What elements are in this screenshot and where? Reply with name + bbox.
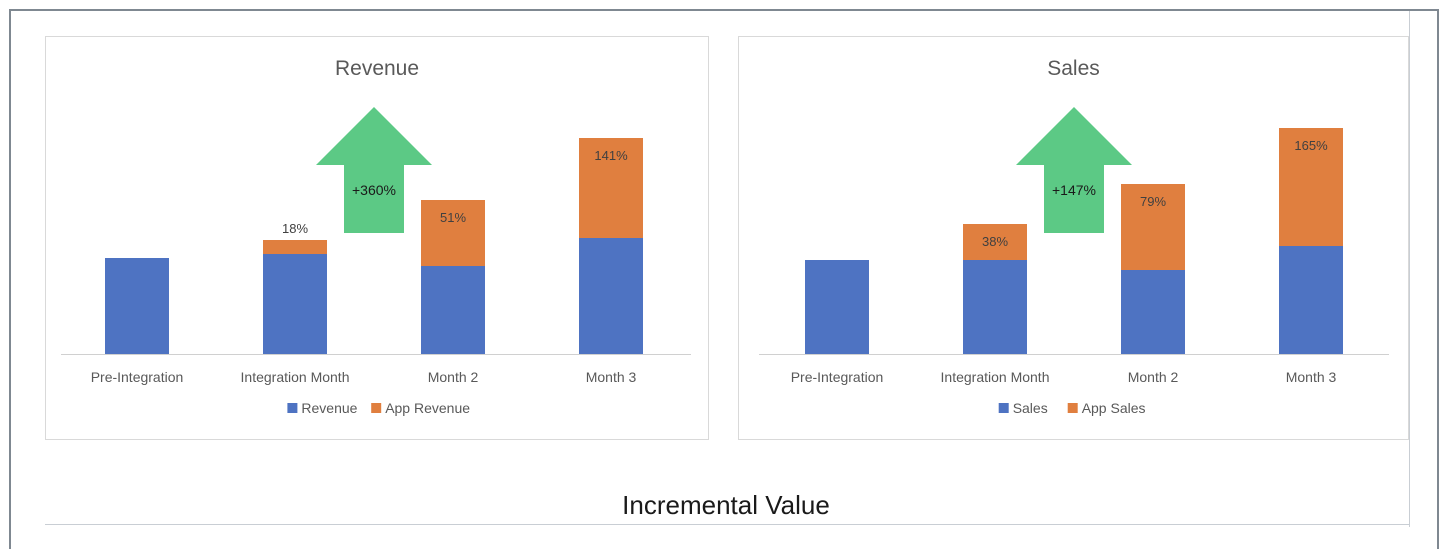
revenue-growth-arrow: +360% (316, 107, 432, 233)
sales-chart-title: Sales (1047, 57, 1100, 80)
sales-bar-app-3 (1279, 128, 1343, 246)
sales-legend-label-0: Sales (1013, 400, 1048, 416)
sales-data-label-1: 38% (982, 234, 1008, 249)
revenue-legend-swatch-0 (287, 403, 298, 413)
revenue-x-tick-0: Pre-Integration (91, 369, 184, 385)
revenue-legend: Revenue App Revenue (287, 400, 470, 416)
sales-bar-base-2 (1121, 270, 1185, 354)
sales-data-label-2: 79% (1140, 194, 1166, 209)
revenue-chart-panel: Revenue Pre-Integration 18% Integration Mon… (45, 36, 709, 440)
revenue-bar-app-3 (579, 138, 643, 238)
sales-bar-app-2 (1121, 184, 1185, 270)
revenue-bar-app-2 (421, 200, 485, 266)
sales-chart-panel: Sales Pre-Integration 38% Integration Month… (738, 36, 1409, 440)
frame-divider-horizontal (45, 524, 1410, 525)
revenue-data-label-2: 51% (440, 210, 466, 225)
sales-x-tick-0: Pre-Integration (791, 369, 884, 385)
sales-growth-arrow-shape (1016, 107, 1132, 233)
sales-growth-arrow: +147% (1016, 107, 1132, 233)
revenue-chart-title: Revenue (335, 57, 419, 80)
sales-growth-arrow-label: +147% (1052, 182, 1096, 198)
sales-legend-label-1: App Sales (1082, 400, 1146, 416)
sales-x-tick-1: Integration Month (941, 369, 1050, 385)
frame-divider-vertical (1409, 11, 1410, 527)
page-caption: Incremental Value (622, 490, 830, 520)
revenue-bar-base-0 (105, 258, 169, 354)
sales-bar-base-1 (963, 260, 1027, 354)
revenue-growth-arrow-label: +360% (352, 182, 396, 198)
sales-legend-swatch-0 (998, 403, 1009, 413)
revenue-legend-swatch-1 (371, 403, 382, 413)
revenue-x-tick-1: Integration Month (241, 369, 350, 385)
sales-bar-app-1 (963, 224, 1027, 260)
revenue-data-label-1: 18% (282, 221, 308, 236)
sales-x-tick-3: Month 3 (1286, 369, 1337, 385)
sales-chart: Sales Pre-Integration 38% Integration Month… (759, 57, 1389, 416)
sales-x-tick-2: Month 2 (1128, 369, 1179, 385)
revenue-growth-arrow-shape (316, 107, 432, 233)
revenue-legend-label-0: Revenue (301, 400, 357, 416)
revenue-data-label-3: 141% (594, 148, 628, 163)
revenue-bar-base-3 (579, 238, 643, 354)
sales-legend-swatch-1 (1067, 403, 1078, 413)
revenue-x-tick-3: Month 3 (586, 369, 637, 385)
revenue-x-tick-2: Month 2 (428, 369, 479, 385)
sales-legend: Sales App Sales (998, 400, 1146, 416)
sales-bar-base-0 (805, 260, 869, 354)
sales-bar-base-3 (1279, 246, 1343, 354)
outer-frame (9, 9, 1439, 549)
revenue-legend-label-1: App Revenue (385, 400, 470, 416)
sales-data-label-3: 165% (1294, 138, 1328, 153)
revenue-bar-base-1 (263, 254, 327, 354)
revenue-bar-base-2 (421, 266, 485, 354)
revenue-chart: Revenue Pre-Integration 18% Integration Mon… (61, 57, 691, 416)
revenue-bar-app-1 (263, 240, 327, 254)
